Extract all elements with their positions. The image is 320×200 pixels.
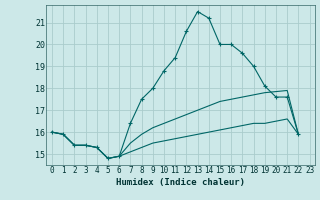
X-axis label: Humidex (Indice chaleur): Humidex (Indice chaleur) bbox=[116, 178, 245, 187]
